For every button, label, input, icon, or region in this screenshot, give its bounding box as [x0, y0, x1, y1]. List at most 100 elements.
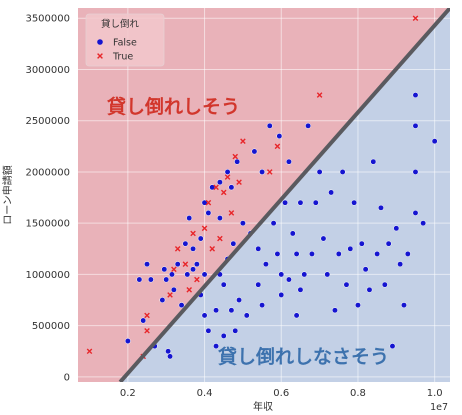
scatter-point-true	[190, 230, 196, 237]
x-tick-label: 0.4	[197, 388, 213, 399]
scatter-point-false	[343, 281, 350, 288]
scatter-point-false	[374, 250, 381, 257]
scatter-point-true	[182, 261, 189, 267]
scatter-point-true	[174, 246, 181, 252]
scatter-point-true	[194, 276, 200, 283]
scatter-point-false	[184, 271, 191, 278]
legend-marker-true	[97, 53, 103, 59]
scatter-point-false	[289, 230, 296, 237]
scatter-point-false	[381, 281, 388, 288]
scatter-point-false	[259, 302, 266, 309]
scatter-point-false	[297, 286, 304, 293]
scatter-point-false	[205, 327, 212, 334]
scatter-point-true	[236, 179, 242, 185]
scatter-point-false	[351, 199, 358, 206]
scatter-point-false	[224, 168, 231, 175]
legend-title: 貸し倒れ	[101, 18, 140, 30]
scatter-point-false	[324, 271, 331, 278]
scatter-point-false	[404, 250, 411, 257]
scatter-point-false	[163, 276, 170, 283]
y-axis-label: ローン申請額	[1, 165, 14, 225]
scatter-point-false	[320, 235, 327, 242]
y-tick-label: 500000	[32, 321, 70, 332]
scatter-point-false	[239, 220, 246, 227]
scatter-point-false	[174, 261, 181, 268]
scatter-point-false	[201, 271, 208, 278]
scatter-point-false	[431, 138, 438, 145]
scatter-point-false	[147, 276, 154, 283]
scatter-point-false	[136, 276, 143, 283]
scatter-point-false	[216, 215, 223, 222]
scatter-point-false	[305, 122, 312, 129]
scatter-point-false	[328, 189, 335, 196]
scatter-point-true	[232, 153, 239, 160]
x-tick-label: 1.0	[427, 388, 443, 399]
scatter-point-false	[220, 281, 227, 288]
scatter-point-false	[201, 312, 208, 319]
scatter-point-false	[274, 250, 281, 257]
scatter-point-false	[378, 204, 384, 211]
scatter-point-true	[274, 143, 281, 150]
y-tick-label: 1000000	[25, 270, 70, 281]
scatter-point-false	[197, 235, 204, 242]
scatter-point-true	[171, 266, 177, 273]
scatter-point-false	[316, 168, 323, 175]
scatter-point-false	[331, 307, 338, 314]
scatter-point-false	[167, 353, 173, 360]
scatter-point-false	[234, 158, 241, 165]
scatter-point-false	[362, 266, 369, 273]
scatter-point-false	[278, 271, 285, 278]
decision-boundary-line	[118, 8, 450, 382]
scatter-point-false	[220, 332, 227, 339]
scatter-point-true	[224, 174, 231, 180]
scatter-point-false	[186, 215, 193, 222]
scatter-point-false	[205, 209, 212, 216]
scatter-point-false	[401, 302, 407, 309]
scatter-point-false	[213, 343, 220, 350]
scatter-point-false	[270, 220, 277, 227]
scatter-point-false	[312, 199, 319, 206]
scatter-point-true	[217, 235, 223, 242]
scatter-point-false	[358, 240, 365, 247]
scatter-point-false	[124, 338, 131, 344]
scatter-point-false	[262, 261, 269, 268]
scatter-point-false	[230, 240, 237, 247]
scatter-point-false	[420, 220, 427, 227]
scatter-point-false	[193, 261, 200, 268]
scatter-point-true	[209, 246, 216, 252]
scatter-point-false	[232, 327, 239, 334]
scatter-point-true	[316, 92, 323, 98]
scatter-point-false	[412, 92, 419, 99]
scatter-point-false	[385, 240, 392, 247]
scatter-point-false	[228, 307, 235, 314]
scatter-point-false	[297, 199, 304, 206]
y-tick-label: 0	[64, 372, 70, 383]
scatter-point-true	[144, 327, 150, 334]
scatter-point-false	[201, 199, 208, 206]
scatter-point-true	[205, 199, 212, 206]
x-offset-label: 1e7	[430, 402, 448, 413]
scatter-point-true	[201, 225, 208, 232]
scatter-point-false	[276, 133, 283, 140]
region-default-likely	[78, 8, 450, 382]
x-tick-label: 0.6	[273, 388, 289, 399]
legend-box	[85, 13, 165, 67]
scatter-point-false	[165, 348, 172, 355]
scatter-point-false	[301, 271, 308, 278]
scatter-point-true	[228, 210, 235, 216]
scatter-point-false	[255, 281, 262, 288]
scatter-point-false	[278, 291, 285, 298]
scatter-point-false	[293, 250, 300, 257]
scatter-point-false	[169, 271, 175, 278]
scatter-point-false	[308, 250, 315, 257]
scatter-point-false	[370, 158, 377, 165]
scatter-point-false	[266, 122, 273, 129]
region-label-likely: 貸し倒れしそう	[106, 95, 240, 118]
scatter-point-false	[251, 148, 258, 155]
scatter-point-false	[243, 312, 250, 319]
scatter-point-false	[293, 312, 300, 319]
scatter-point-false	[366, 286, 373, 293]
x-tick-label: 0.2	[120, 388, 136, 399]
scatter-point-false	[412, 209, 419, 216]
